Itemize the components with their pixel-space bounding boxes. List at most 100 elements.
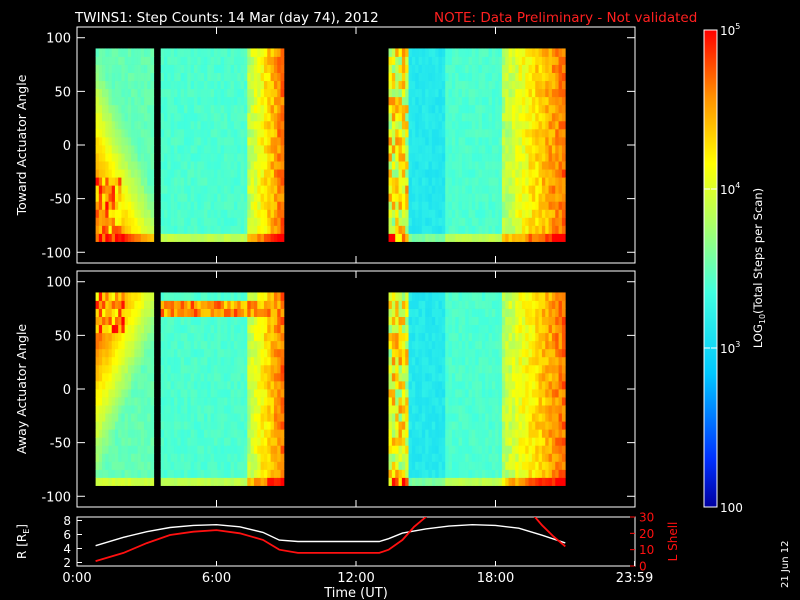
heatmap-cell: [461, 128, 466, 138]
heatmap-cell: [247, 185, 252, 194]
heatmap-cell: [207, 104, 212, 114]
heatmap-cell: [253, 292, 258, 301]
heatmap-cell: [243, 136, 248, 146]
heatmap-cell: [411, 445, 416, 454]
heatmap-cell: [455, 421, 459, 430]
heatmap-cell: [217, 397, 222, 406]
heatmap-cell: [240, 161, 245, 170]
heatmap-cell: [485, 153, 489, 162]
heatmap-cell: [448, 477, 453, 486]
heatmap-cell: [451, 185, 456, 194]
heatmap-cell: [174, 72, 178, 82]
heatmap-cell: [144, 177, 148, 186]
heatmap-cell: [521, 292, 526, 301]
heatmap-cell: [445, 112, 449, 122]
heatmap-cell: [398, 217, 403, 226]
heatmap-cell: [207, 453, 212, 462]
heatmap-cell: [451, 292, 456, 301]
heatmap-cell: [253, 356, 258, 366]
heatmap-cell: [525, 88, 529, 98]
heatmap-cell: [555, 193, 559, 202]
heatmap-cell: [121, 372, 126, 382]
heatmap-cell: [121, 128, 126, 138]
heatmap-cell: [213, 185, 218, 194]
heatmap-cell: [441, 316, 446, 326]
heatmap-cell: [140, 453, 145, 462]
heatmap-cell: [217, 136, 222, 146]
heatmap-cell: [273, 389, 278, 398]
heatmap-cell: [263, 308, 268, 317]
heatmap-cell: [137, 372, 142, 382]
heatmap-cell: [391, 405, 396, 414]
heatmap-cell: [418, 209, 423, 218]
heatmap-cell: [108, 461, 113, 470]
heatmap-cell: [445, 177, 449, 186]
heatmap-cell: [108, 209, 113, 218]
heatmap-cell: [260, 397, 265, 406]
heatmap-cell: [170, 217, 175, 226]
heatmap-cell: [98, 413, 103, 422]
heatmap-cell: [495, 233, 499, 242]
heatmap-cell: [405, 96, 409, 106]
heatmap-cell: [455, 437, 459, 446]
heatmap-cell: [213, 80, 218, 90]
heatmap-cell: [491, 128, 496, 138]
heatmap-cell: [441, 48, 446, 57]
heatmap-cell: [508, 169, 513, 178]
heatmap-cell: [147, 372, 151, 382]
heatmap-cell: [515, 177, 519, 186]
heatmap-cell: [511, 324, 516, 334]
heatmap-cell: [561, 217, 566, 226]
heatmap-cell: [237, 177, 242, 186]
heatmap-cell: [458, 201, 463, 210]
heatmap-cell: [408, 193, 413, 202]
heatmap-cell: [121, 56, 126, 65]
heatmap-cell: [545, 193, 549, 202]
heatmap-cell: [147, 380, 151, 390]
heatmap-cell: [518, 88, 523, 98]
heatmap-cell: [458, 340, 463, 350]
heatmap-cell: [210, 225, 215, 234]
heatmap-cell: [448, 372, 453, 382]
heatmap-cell: [511, 380, 516, 390]
heatmap-cell: [184, 348, 188, 358]
heatmap-cell: [227, 72, 232, 82]
heatmap-cell: [408, 308, 413, 317]
heatmap-cell: [448, 437, 453, 446]
heatmap-cell: [267, 201, 271, 210]
heatmap-cell: [478, 308, 483, 317]
heatmap-cell: [102, 413, 106, 422]
heatmap-cell: [187, 193, 192, 202]
heatmap-cell: [395, 324, 399, 334]
heatmap-cell: [448, 80, 453, 90]
heatmap-cell: [555, 153, 559, 162]
heatmap-cell: [508, 300, 513, 309]
heatmap-cell: [243, 445, 248, 454]
heatmap-cell: [267, 96, 271, 106]
heatmap-cell: [541, 112, 546, 122]
heatmap-cell: [108, 201, 113, 210]
heatmap-cell: [267, 348, 271, 358]
heatmap-cell: [237, 209, 242, 218]
heatmap-cell: [471, 389, 476, 398]
heatmap-cell: [471, 72, 476, 82]
heatmap-cell: [108, 413, 113, 422]
heatmap-cell: [243, 380, 248, 390]
heatmap-cell: [263, 469, 268, 478]
heatmap-cell: [220, 169, 225, 178]
heatmap-cell: [164, 469, 168, 478]
heatmap-cell: [525, 372, 529, 382]
heatmap-cell: [411, 161, 416, 170]
heatmap-cell: [451, 80, 456, 90]
heatmap-cell: [438, 421, 443, 430]
heatmap-cell: [140, 217, 145, 226]
heatmap-cell: [105, 413, 109, 422]
heatmap-cell: [127, 372, 132, 382]
heatmap-cell: [475, 217, 479, 226]
heatmap-cell: [411, 185, 416, 194]
heatmap-cell: [164, 88, 168, 98]
heatmap-cell: [505, 429, 509, 438]
heatmap-cell: [111, 372, 116, 382]
heatmap-cell: [415, 217, 419, 226]
heatmap-cell: [488, 380, 493, 390]
